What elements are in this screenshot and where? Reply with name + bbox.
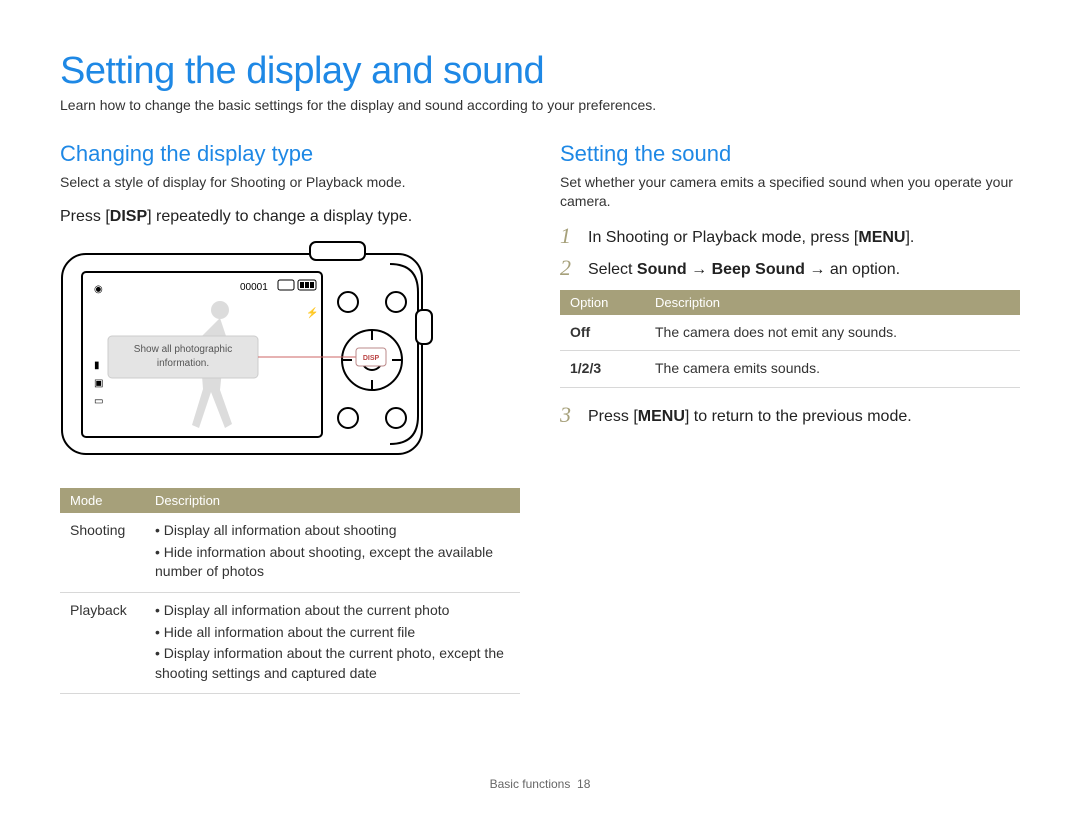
step2-arrow2: → an option.: [805, 261, 900, 278]
footer-page-number: 18: [577, 777, 590, 791]
camera-illustration: ◉ ▮ ▣ ▭ 00001 ⚡: [60, 240, 520, 470]
right-column: Setting the sound Set whether your camer…: [560, 141, 1020, 694]
footer-section: Basic functions: [490, 777, 571, 791]
right-sub: Set whether your camera emits a specifie…: [560, 173, 1020, 211]
step2-bold1: Sound: [637, 261, 687, 278]
left-sub: Select a style of display for Shooting o…: [60, 173, 520, 192]
lcd-icon-camera: ◉: [94, 284, 103, 295]
mode-cell: Playback: [60, 593, 145, 694]
left-column: Changing the display type Select a style…: [60, 141, 520, 694]
lcd-icon-multi: ▣: [94, 378, 103, 389]
desc-cell: Display all information about shooting H…: [145, 513, 520, 592]
step-number: 3: [560, 404, 578, 426]
lcd-icon-center: ▭: [94, 396, 103, 407]
lcd-flash-icon: ⚡: [306, 306, 318, 319]
page-title: Setting the display and sound: [60, 50, 1020, 93]
option-cell: Off: [560, 315, 645, 351]
step3-pre: Press [: [588, 408, 638, 425]
step1-post: ].: [905, 229, 914, 246]
disp-button-label: DISP: [110, 206, 147, 228]
display-mode-table: Mode Description Shooting Display all in…: [60, 488, 520, 694]
step-3: 3 Press [MENU] to return to the previous…: [560, 404, 1020, 428]
instr-pre: Press [: [60, 208, 110, 225]
bullet: Display all information about shooting: [155, 521, 510, 541]
instr-post: ] repeatedly to change a display type.: [147, 208, 412, 225]
th-desc: Description: [145, 488, 520, 513]
right-heading: Setting the sound: [560, 141, 1020, 167]
step-body: Press [MENU] to return to the previous m…: [588, 404, 912, 428]
step-1: 1 In Shooting or Playback mode, press [M…: [560, 225, 1020, 249]
step2-pre: Select: [588, 261, 637, 278]
desc-cell: Display all information about the curren…: [145, 593, 520, 694]
th-desc: Description: [645, 290, 1020, 315]
lcd-counter: 00001: [240, 282, 268, 293]
step-2: 2 Select Sound → Beep Sound → an option.: [560, 257, 1020, 281]
bullet: Display information about the current ph…: [155, 644, 510, 683]
bullet: Display all information about the curren…: [155, 601, 510, 621]
manual-page: Setting the display and sound Learn how …: [0, 0, 1080, 815]
table-row: Off The camera does not emit any sounds.: [560, 315, 1020, 351]
table-row: Playback Display all information about t…: [60, 593, 520, 694]
page-intro: Learn how to change the basic settings f…: [60, 97, 1020, 113]
step1-pre: In Shooting or Playback mode, press [: [588, 229, 858, 246]
menu-button-label: MENU: [858, 229, 905, 246]
table-row: Shooting Display all information about s…: [60, 513, 520, 592]
step3-post: ] to return to the previous mode.: [685, 408, 912, 425]
tooltip-box: [108, 336, 258, 378]
bullet: Hide all information about the current f…: [155, 623, 510, 643]
th-option: Option: [560, 290, 645, 315]
desc-cell: The camera does not emit any sounds.: [645, 315, 1020, 351]
step2-bold2: Beep Sound: [712, 261, 805, 278]
left-instruction: Press [DISP] repeatedly to change a disp…: [60, 206, 520, 228]
desc-cell: The camera emits sounds.: [645, 351, 1020, 388]
menu-button-label: MENU: [638, 408, 685, 425]
step-body: In Shooting or Playback mode, press [MEN…: [588, 225, 914, 249]
two-column-layout: Changing the display type Select a style…: [60, 141, 1020, 694]
table-row: 1/2/3 The camera emits sounds.: [560, 351, 1020, 388]
tooltip-line2: information.: [157, 358, 209, 369]
left-heading: Changing the display type: [60, 141, 520, 167]
option-cell: 1/2/3: [560, 351, 645, 388]
step2-arrow1: →: [687, 261, 712, 278]
step-number: 2: [560, 257, 578, 279]
page-footer: Basic functions 18: [0, 777, 1080, 791]
sound-option-table: Option Description Off The camera does n…: [560, 290, 1020, 388]
lcd-icon-single: ▮: [94, 360, 100, 371]
camera-svg: ◉ ▮ ▣ ▭ 00001 ⚡: [60, 240, 440, 465]
mode-cell: Shooting: [60, 513, 145, 592]
bullet: Hide information about shooting, except …: [155, 543, 510, 582]
step-body: Select Sound → Beep Sound → an option.: [588, 257, 900, 281]
tooltip-line1: Show all photographic: [134, 344, 232, 355]
th-mode: Mode: [60, 488, 145, 513]
step-number: 1: [560, 225, 578, 247]
disp-badge-text: DISP: [363, 355, 380, 362]
